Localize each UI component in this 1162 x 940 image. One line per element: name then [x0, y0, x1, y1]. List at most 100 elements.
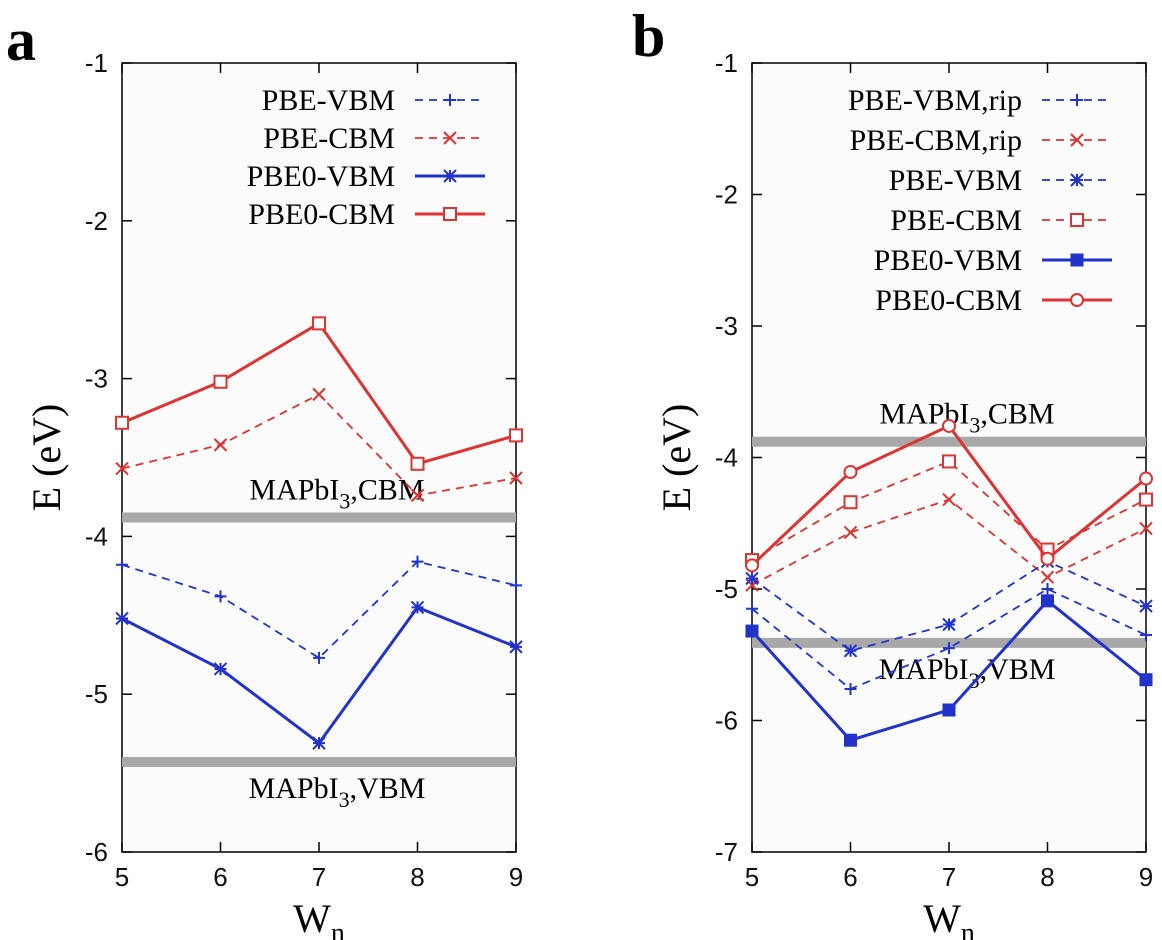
y-tick-label: -5: [85, 679, 108, 709]
data-point: [410, 488, 425, 503]
data-point: [312, 387, 326, 402]
data-point: [843, 644, 858, 658]
y-axis-label: E (eV): [24, 404, 69, 512]
data-point: [942, 617, 956, 632]
y-tick-label: -2: [85, 206, 108, 236]
reference-label-tail: ,VBM: [980, 653, 1056, 686]
series-pbe-vbm: [116, 555, 522, 664]
x-axis-label-sub: n: [961, 918, 975, 940]
legend-label: PBE0-VBM: [874, 244, 1022, 277]
x-axis-label-main: W: [293, 896, 331, 940]
data-point: [843, 464, 858, 479]
data-point: [843, 495, 858, 510]
y-tick-label: -6: [715, 706, 738, 736]
legend-label: PBE-VBM: [889, 164, 1022, 197]
series-pbe0-cbm: [745, 418, 1153, 573]
data-point: [313, 651, 325, 664]
legend-label: PBE-CBM,rip: [849, 124, 1022, 157]
data-point: [1139, 521, 1153, 536]
reference-label-tail: ,VBM: [350, 772, 426, 805]
y-tick-label: -4: [85, 521, 108, 551]
data-point: [942, 492, 956, 507]
legend-swatch-marker: [1070, 293, 1084, 307]
series-pbe-vbm: [745, 554, 1153, 658]
x-tick-label: 9: [1139, 862, 1153, 892]
data-point: [844, 733, 857, 747]
legend-label: PBE0-VBM: [247, 160, 395, 193]
data-point: [115, 461, 129, 476]
legend-label: PBE-VBM,rip: [848, 84, 1022, 117]
data-point: [509, 640, 523, 654]
legend-swatch-marker: [1071, 94, 1083, 106]
data-point: [942, 418, 956, 433]
data-point: [1139, 492, 1153, 507]
data-point: [1139, 599, 1153, 613]
data-point: [1140, 629, 1152, 642]
legend-swatch-marker: [1070, 213, 1084, 227]
data-point: [745, 571, 759, 586]
x-axis-label-sub: n: [331, 918, 345, 940]
y-tick-label: -3: [715, 311, 738, 341]
series-pbe0-vbm: [115, 600, 523, 750]
series-pbe-cbm: [115, 387, 523, 503]
x-axis-label: Wn: [293, 896, 345, 940]
x-tick-label: 8: [1040, 862, 1054, 892]
series-line: [751, 460, 1147, 561]
data-point: [509, 428, 523, 443]
data-point: [1040, 551, 1055, 566]
reference-label-sub: 3: [339, 787, 350, 812]
series-pbe0-vbm: [745, 594, 1153, 747]
data-point: [843, 525, 858, 540]
x-tick-label: 8: [410, 862, 424, 892]
series-line: [751, 587, 1147, 690]
data-point: [312, 736, 326, 750]
reference-label-main: MAPbI: [249, 473, 339, 506]
data-point: [115, 611, 129, 626]
data-point: [116, 558, 128, 571]
data-point: [943, 642, 955, 655]
panel-label-a: a: [6, 7, 36, 73]
y-tick-label: -7: [715, 837, 738, 867]
data-point: [410, 600, 425, 615]
plot-frame: [121, 62, 517, 853]
reference-label-sub: 3: [969, 413, 980, 438]
reference-label-main: MAPbI: [879, 653, 969, 686]
data-point: [1040, 570, 1055, 584]
legend-swatch-marker: [443, 131, 457, 145]
y-tick-label: -1: [715, 48, 738, 78]
data-point: [1041, 594, 1054, 608]
y-axis-label: E (eV): [654, 404, 699, 512]
data-point: [1139, 673, 1153, 687]
legend-swatch-marker: [1070, 133, 1084, 147]
data-point: [509, 471, 523, 485]
data-point: [942, 703, 956, 717]
legend-swatch-marker: [444, 94, 456, 106]
panel-label-b: b: [632, 3, 665, 69]
data-point: [213, 438, 228, 452]
data-point: [510, 579, 522, 592]
data-point: [1041, 583, 1054, 595]
x-tick-label: 6: [843, 862, 857, 892]
y-tick-label: -6: [85, 837, 108, 867]
reference-label-sub: 3: [339, 488, 350, 513]
x-axis-label: Wn: [923, 896, 975, 940]
x-tick-label: 7: [942, 862, 956, 892]
data-point: [844, 682, 857, 695]
legend-label: PBE0-CBM: [875, 284, 1022, 317]
y-tick-label: -2: [715, 180, 738, 210]
x-tick-label: 7: [312, 862, 326, 892]
legend-label: PBE0-CBM: [248, 198, 395, 231]
data-point: [746, 602, 758, 615]
data-point: [213, 374, 228, 389]
reference-line-label: MAPbI3,VBM: [249, 772, 426, 812]
data-point: [115, 415, 129, 430]
series-pbe0-cbm: [115, 316, 523, 471]
data-point: [410, 456, 425, 471]
legend-swatch-marker: [443, 169, 457, 183]
series-pbe-vbm-rip: [746, 583, 1152, 695]
legend-label: PBE-VBM: [262, 84, 395, 117]
y-tick-label: -1: [85, 48, 108, 78]
